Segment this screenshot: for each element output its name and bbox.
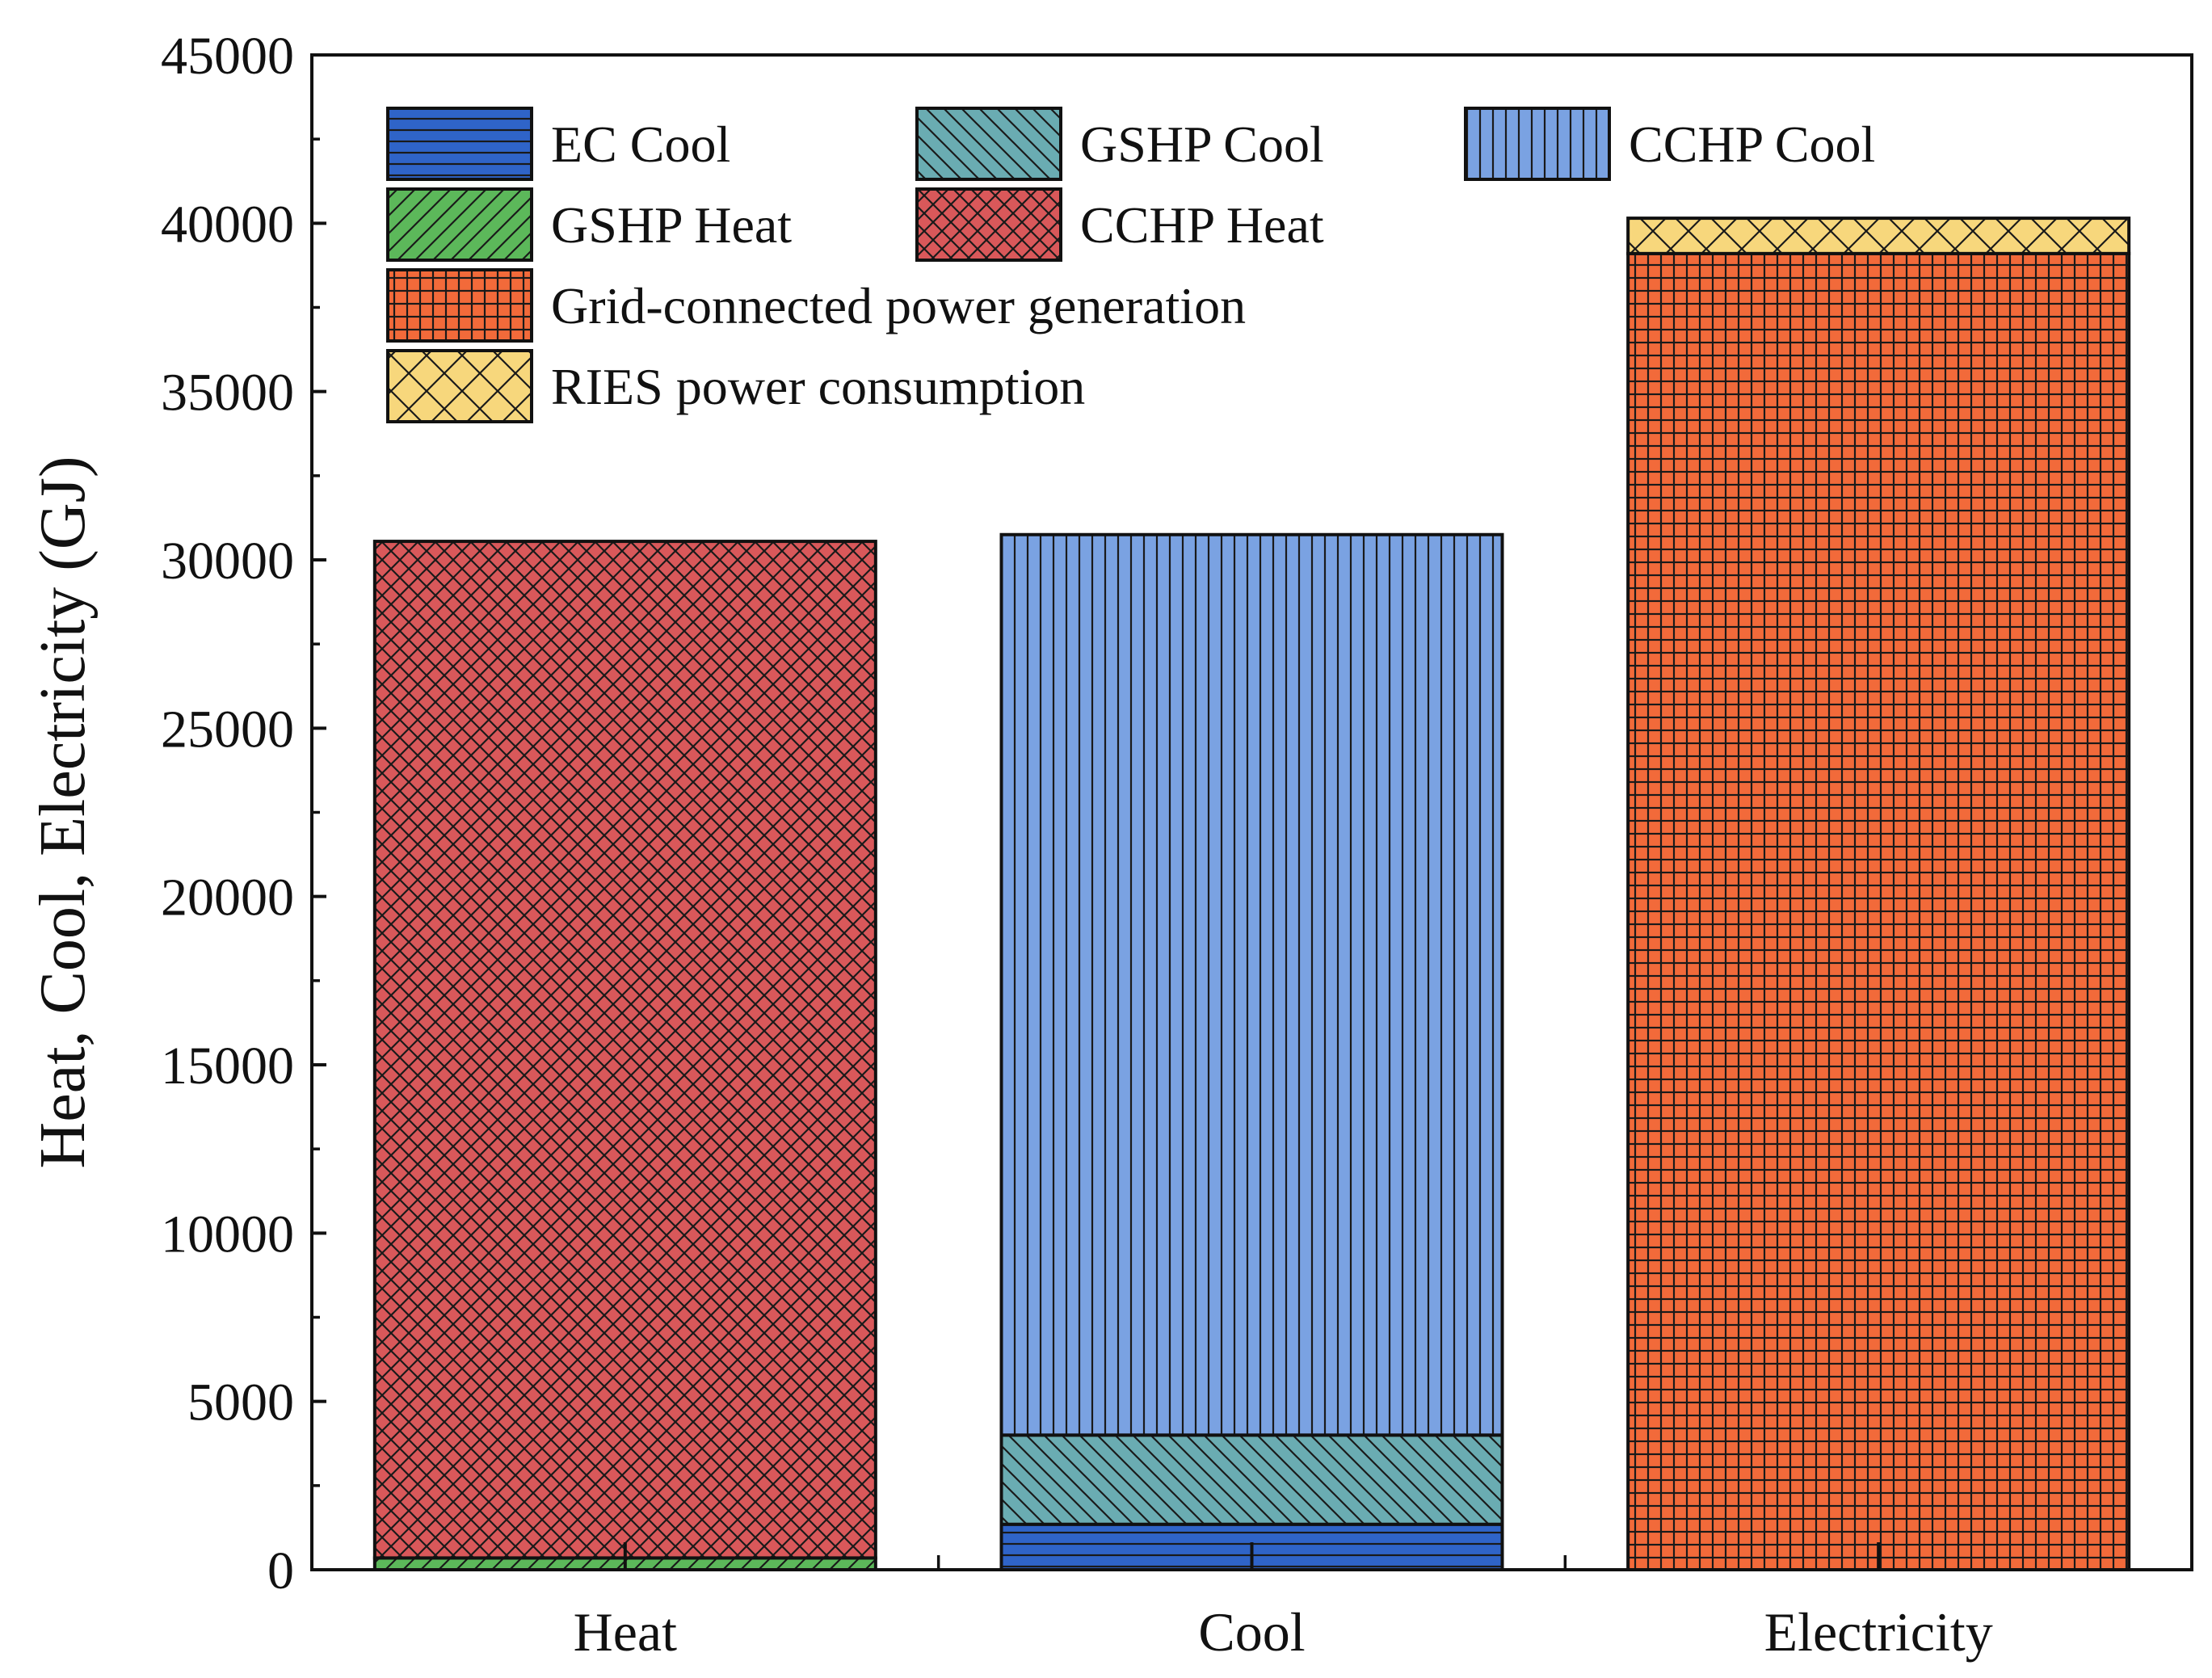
y-tick-label: 35000 — [161, 364, 294, 423]
legend-label: CCHP Heat — [1080, 196, 1324, 254]
bar-stack-heat — [372, 540, 877, 1571]
legend-swatch — [386, 268, 533, 343]
bar-heat-cchp-heat — [372, 540, 877, 1560]
legend-swatch — [386, 187, 533, 262]
y-tick-label: 30000 — [161, 532, 294, 591]
y-tick-label: 20000 — [161, 868, 294, 927]
y-tick-label: 15000 — [161, 1037, 294, 1096]
legend-item-gshp-cool: GSHP Cool — [915, 107, 1324, 181]
legend-label: EC Cool — [551, 116, 730, 173]
y-tick-label: 0 — [267, 1541, 294, 1600]
x-tick-label-cool: Cool — [1198, 1601, 1305, 1663]
y-tick-label: 40000 — [161, 195, 294, 254]
legend-item-grid-connected-power-generation: Grid-connected power generation — [386, 268, 1246, 343]
legend: EC Cool GSHP Cool CCHP Cool GSHP Heat CCHP H… — [386, 107, 1875, 423]
x-tick-label-electricity: Electricity — [1764, 1601, 1993, 1663]
y-tick-label: 25000 — [161, 700, 294, 759]
legend-swatch — [386, 349, 533, 423]
bar-stack-electricity — [1626, 217, 2131, 1571]
legend-label: GSHP Cool — [1080, 116, 1324, 173]
legend-swatch — [1464, 107, 1611, 181]
legend-item-ries-power-consumption: RIES power consumption — [386, 349, 1085, 423]
bar-cool-cchp-cool — [999, 532, 1504, 1437]
y-tick-label: 45000 — [161, 27, 294, 86]
bar-cool-gshp-cool — [999, 1433, 1504, 1526]
legend-swatch — [915, 187, 1062, 262]
legend-item-cchp-heat: CCHP Heat — [915, 187, 1324, 262]
legend-item-gshp-heat: GSHP Heat — [386, 187, 792, 262]
legend-label: Grid-connected power generation — [551, 277, 1246, 334]
y-tick-label: 5000 — [187, 1373, 294, 1432]
y-axis-title: Heat, Cool, Electricity (GJ) — [27, 456, 99, 1169]
legend-item-ec-cool: EC Cool — [386, 107, 730, 181]
bar-stack-cool — [999, 532, 1504, 1571]
bar-electricity-grid-connected-power-generation — [1626, 251, 2131, 1571]
legend-swatch — [915, 107, 1062, 181]
legend-label: CCHP Cool — [1629, 116, 1875, 173]
legend-label: RIES power consumption — [551, 358, 1085, 415]
legend-swatch — [386, 107, 533, 181]
x-tick-label-heat: Heat — [574, 1601, 677, 1663]
legend-label: GSHP Heat — [551, 196, 792, 254]
legend-item-cchp-cool: CCHP Cool — [1464, 107, 1875, 181]
y-tick-label: 10000 — [161, 1205, 294, 1264]
bar-electricity-ries-power-consumption — [1626, 217, 2131, 255]
